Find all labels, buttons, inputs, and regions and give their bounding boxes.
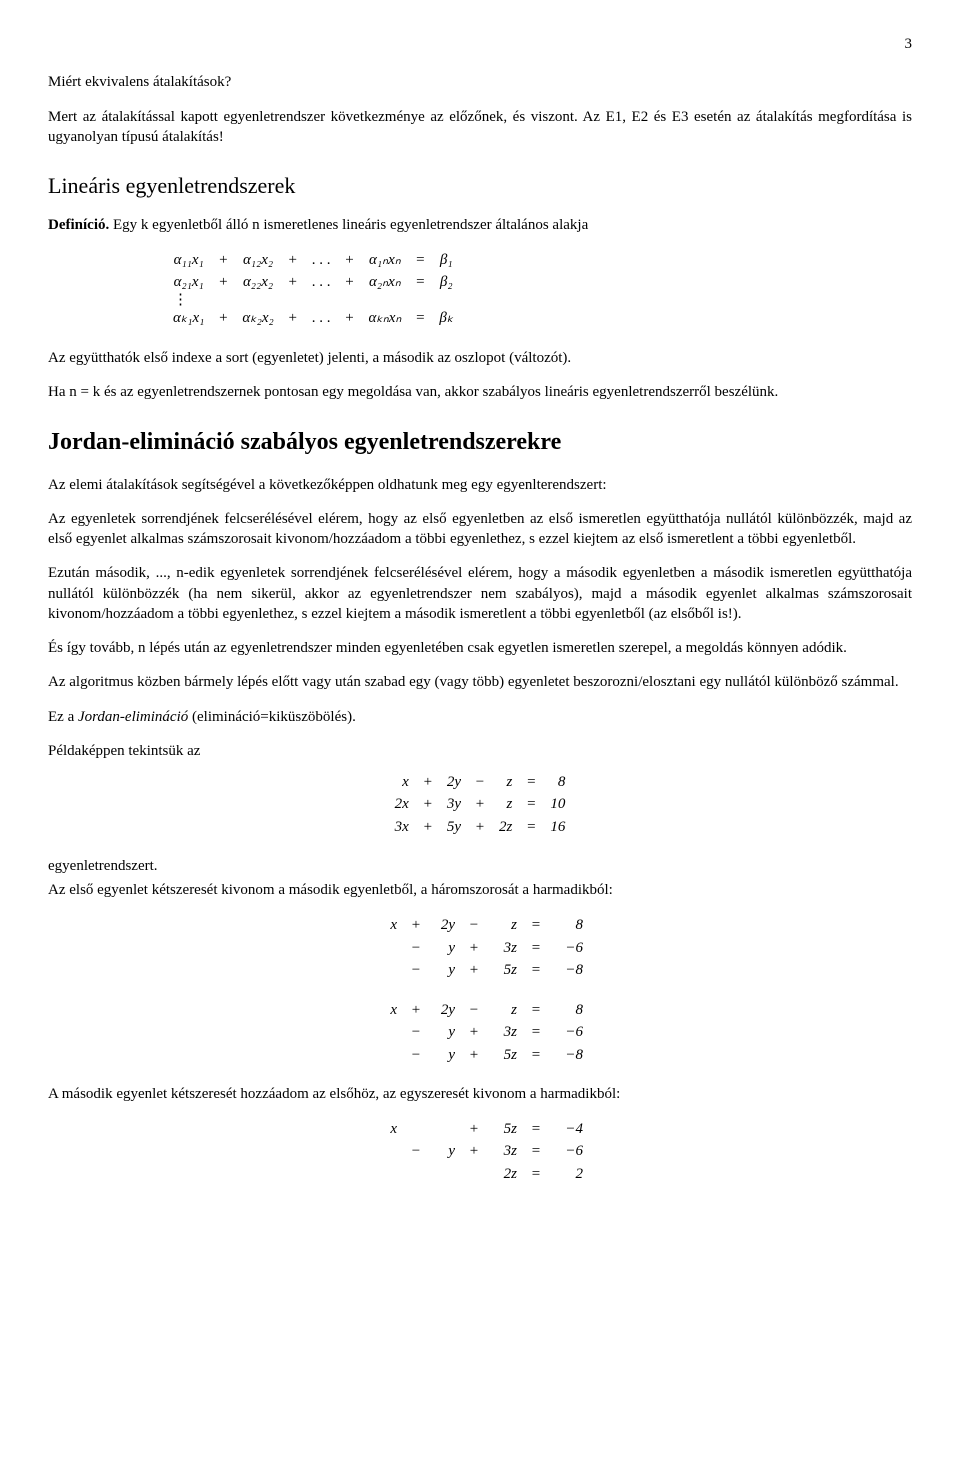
s4-r3-y xyxy=(430,1163,460,1185)
s4-r1-x: x xyxy=(372,1118,402,1140)
question-heading: Miért ekvivalens átalakítások? xyxy=(48,72,912,92)
s4-r3-x xyxy=(372,1163,402,1185)
s4-r1-z: 5z xyxy=(488,1118,522,1140)
ex-r3-r: 16 xyxy=(545,816,570,838)
s4-r3-r: 2 xyxy=(550,1163,588,1185)
ex-r1-z: z xyxy=(494,771,517,793)
example-intro-paragraph: Példaképpen tekintsük az xyxy=(48,741,912,761)
s2-r1-r: 8 xyxy=(550,914,588,936)
gs-r1-c: α₁ₙxₙ xyxy=(363,249,406,271)
s2-r1-x: x xyxy=(372,914,402,936)
gs-r3-a: αₖ₁x₁ xyxy=(168,307,209,329)
definition-paragraph: Definíció. Egy k egyenletből álló n isme… xyxy=(48,215,912,235)
s3-r3-r: −8 xyxy=(550,1044,588,1066)
s3-r3-x xyxy=(372,1044,402,1066)
s3-r2-x xyxy=(372,1021,402,1043)
section-jordan-heading: Jordan-elimináció szabályos egyenletrend… xyxy=(48,426,912,458)
jordan-name-paragraph: Ez a Jordan-elimináció (elimináció=kiküs… xyxy=(48,707,912,727)
s2-r2-z: 3z xyxy=(488,937,522,959)
gs-eq: = xyxy=(406,249,434,271)
ex-r3-x: 3x xyxy=(390,816,414,838)
jordan-name-prefix: Ez a xyxy=(48,709,78,725)
square-paragraph: Ha n = k és az egyenletrendszernek ponto… xyxy=(48,382,912,402)
gs-r1-a: α₁₁x₁ xyxy=(168,249,209,271)
intro-paragraph: Mert az átalakítással kapott egyenletren… xyxy=(48,107,912,148)
gs-dots: . . . xyxy=(307,249,336,271)
general-system-table: α₁₁x₁ + α₁₂x₂ + . . . + α₁ₙxₙ = β₁ α₂₁x₁… xyxy=(168,249,458,330)
ex-r1-r: 8 xyxy=(545,771,570,793)
s3-r2-z: 3z xyxy=(488,1021,522,1043)
gs-vdots: ⋮ xyxy=(168,293,209,307)
s2-r3-x xyxy=(372,959,402,981)
s4-r1-y xyxy=(430,1118,460,1140)
gs-r2-r: β₂ xyxy=(434,271,458,293)
gs-r3-r: βₖ xyxy=(434,307,458,329)
jordan-step1-paragraph: Az egyenletek sorrendjének felcserélésév… xyxy=(48,509,912,550)
gs-op: + xyxy=(335,249,363,271)
step4-system-block: x + 5z = −4 − y + 3z = −6 2z = 2 xyxy=(48,1118,912,1185)
s4-r2-r: −6 xyxy=(550,1140,588,1162)
s4-r3-z: 2z xyxy=(488,1163,522,1185)
definition-label: Definíció. xyxy=(48,217,109,233)
s2-r2-x xyxy=(372,937,402,959)
ex-r3-y: 5y xyxy=(442,816,466,838)
step2-system-table: x + 2y − z = 8 − y + 3z = −6 − y + 5z = … xyxy=(372,914,588,981)
gs-op: + xyxy=(279,249,307,271)
s2-r2-r: −6 xyxy=(550,937,588,959)
s4-r1-r: −4 xyxy=(550,1118,588,1140)
gs-r2-a: α₂₁x₁ xyxy=(168,271,209,293)
ex-r1-y: 2y xyxy=(442,771,466,793)
jordan-note-paragraph: Az algoritmus közben bármely lépés előtt… xyxy=(48,672,912,692)
step2-system-block: x + 2y − z = 8 − y + 3z = −6 − y + 5z = … xyxy=(48,914,912,981)
gs-r3-c: αₖₙxₙ xyxy=(363,307,406,329)
general-system-block: α₁₁x₁ + α₁₂x₂ + . . . + α₁ₙxₙ = β₁ α₂₁x₁… xyxy=(48,249,912,330)
jordan-intro-paragraph: Az elemi átalakítások segítségével a köv… xyxy=(48,475,912,495)
example-system-table: x + 2y − z = 8 2x + 3y + z = 10 3x + 5y … xyxy=(390,771,571,838)
s2-r3-r: −8 xyxy=(550,959,588,981)
s4-r2-z: 3z xyxy=(488,1140,522,1162)
s3-r1-y: 2y xyxy=(430,999,460,1021)
ex-r2-y: 3y xyxy=(442,793,466,815)
s3-r2-r: −6 xyxy=(550,1021,588,1043)
s3-r1-z: z xyxy=(488,999,522,1021)
s4-r2-x xyxy=(372,1140,402,1162)
section-linear-heading: Lineáris egyenletrendszerek xyxy=(48,171,912,201)
s3-r2-y: y xyxy=(430,1021,460,1043)
jordan-step3-paragraph: És így tovább, n lépés után az egyenletr… xyxy=(48,638,912,658)
gs-r3-b: αₖ₂x₂ xyxy=(237,307,278,329)
step3-system-block: x + 2y − z = 8 − y + 3z = −6 − y + 5z = … xyxy=(48,999,912,1066)
s3-r3-y: y xyxy=(430,1044,460,1066)
jordan-name-emph: Jordan-elimináció xyxy=(78,709,188,725)
ex-r2-x: 2x xyxy=(390,793,414,815)
step4-system-table: x + 5z = −4 − y + 3z = −6 2z = 2 xyxy=(372,1118,588,1185)
example-op1-paragraph: Az első egyenlet kétszeresét kivonom a m… xyxy=(48,880,912,900)
s2-r3-z: 5z xyxy=(488,959,522,981)
s3-r3-z: 5z xyxy=(488,1044,522,1066)
gs-r1-r: β₁ xyxy=(434,249,458,271)
page-number: 3 xyxy=(48,34,912,54)
gs-r1-b: α₁₂x₂ xyxy=(237,249,278,271)
s2-r2-y: y xyxy=(430,937,460,959)
gs-r2-b: α₂₂x₂ xyxy=(237,271,278,293)
jordan-step2-paragraph: Ezután második, ..., n-edik egyenletek s… xyxy=(48,563,912,624)
indices-paragraph: Az együtthatók első indexe a sort (egyen… xyxy=(48,348,912,368)
jordan-name-suffix: (elimináció=kiküszöbölés). xyxy=(188,709,356,725)
s2-r1-z: z xyxy=(488,914,522,936)
s3-r1-r: 8 xyxy=(550,999,588,1021)
ex-r2-z: z xyxy=(494,793,517,815)
definition-text: Egy k egyenletből álló n ismeretlenes li… xyxy=(109,217,588,233)
example-tag-paragraph: egyenletrendszert. xyxy=(48,856,912,876)
ex-r2-r: 10 xyxy=(545,793,570,815)
gs-r2-c: α₂ₙxₙ xyxy=(363,271,406,293)
s2-r1-y: 2y xyxy=(430,914,460,936)
s3-r1-x: x xyxy=(372,999,402,1021)
ex-r1-x: x xyxy=(390,771,414,793)
example-op2-paragraph: A második egyenlet kétszeresét hozzáadom… xyxy=(48,1084,912,1104)
step3-system-table: x + 2y − z = 8 − y + 3z = −6 − y + 5z = … xyxy=(372,999,588,1066)
gs-op: + xyxy=(209,249,237,271)
ex-r3-z: 2z xyxy=(494,816,517,838)
s2-r3-y: y xyxy=(430,959,460,981)
s4-r2-y: y xyxy=(430,1140,460,1162)
example-system-block: x + 2y − z = 8 2x + 3y + z = 10 3x + 5y … xyxy=(48,771,912,838)
